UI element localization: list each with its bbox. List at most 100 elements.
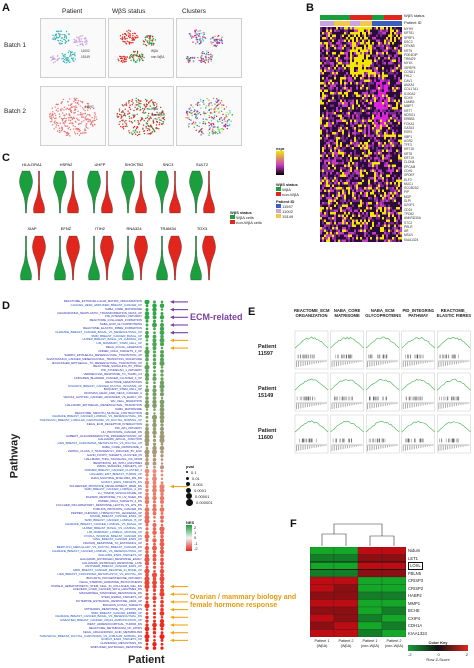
heatmap-cell: [382, 222, 384, 225]
heatmap-cell: [336, 59, 338, 62]
heatmap-cell: [362, 179, 364, 182]
heatmap-cell: [332, 99, 334, 102]
heatmap-cell: [400, 74, 402, 77]
umap-cell-point: [74, 58, 77, 60]
umap-cell-point: [207, 61, 210, 63]
heatmap-cell: [322, 189, 324, 192]
heatmap-cell: [376, 77, 378, 80]
violin-shape: [202, 235, 216, 281]
umap-cell-point: [83, 113, 85, 115]
heatmap-cell: [354, 47, 356, 50]
heatmap-cell: [380, 147, 382, 150]
heatmap-cell: [364, 222, 366, 225]
heatmap-cell: [332, 87, 334, 90]
umap-cell-point: [143, 119, 145, 122]
heatmap-cell: [394, 72, 396, 75]
heatmap-cell: [344, 144, 346, 147]
umap-cell-point: [217, 108, 219, 110]
heatmap-cell: [374, 159, 376, 162]
heatmap-cell: [352, 67, 354, 70]
umap-cell-point: [155, 124, 158, 126]
heatmap-cell: [344, 87, 346, 90]
heatmap-cell: [376, 49, 378, 52]
heatmap-cell: [400, 102, 402, 105]
heatmap-gene-label: DSC3: [404, 39, 413, 44]
heatmap-cell: [380, 82, 382, 85]
heatmap-cell: [382, 49, 384, 52]
heatmap-cell: [384, 154, 386, 157]
heatmap-cell: [344, 102, 346, 105]
umap-cell-point: [52, 111, 54, 113]
heatmap-cell: [356, 144, 358, 147]
heatmap-cell: [356, 189, 358, 192]
heatmap-cell: [348, 64, 350, 67]
heatmap-cell: [356, 32, 358, 35]
heatmap-cell: [344, 37, 346, 40]
umap-cell-point: [64, 39, 67, 42]
heatmap-cell: [398, 102, 400, 105]
heatmap-cell: [342, 179, 344, 182]
heatmap-cell: [322, 192, 324, 195]
heatmap-cell: [348, 29, 350, 32]
umap-cell-point: [219, 120, 221, 123]
heatmap-cell: [384, 79, 386, 82]
umap-cell-point: [138, 122, 140, 125]
heatmap-cell: [392, 72, 394, 75]
heatmap-cell: [376, 29, 378, 32]
umap-cell-point: [79, 113, 81, 116]
umap-cell-point: [76, 97, 78, 100]
heatmap-cell: [322, 29, 324, 32]
heatmap-cell: [370, 102, 372, 105]
heatmap-cell: [336, 237, 338, 240]
heatmap-cell: [376, 114, 378, 117]
heatmap-cell: [382, 97, 384, 100]
heatmap-cell: [394, 69, 396, 72]
heatmap-cell: [372, 144, 374, 147]
heatmap-cell: [368, 159, 370, 162]
heatmap-cell: [400, 112, 402, 115]
heatmap-cell: [338, 187, 340, 190]
heatmap-cell: [398, 159, 400, 162]
heatmap-cell: [364, 177, 366, 180]
heatmap-cell: [370, 142, 372, 145]
heatmap-cell: [380, 209, 382, 212]
umap-cell-point: [122, 60, 124, 62]
heatmap-cell: [364, 147, 366, 150]
umap-cell-point: [65, 37, 68, 40]
heatmap-cell: [334, 109, 336, 112]
heatmap-cell: [344, 204, 346, 207]
heatmap-cell: [344, 29, 346, 32]
heatmap-cell: [356, 239, 358, 242]
heatmap-cell: [340, 97, 342, 100]
heatmap-cell: [346, 87, 348, 90]
heatmap-cell: [364, 197, 366, 200]
heatmap-cell: [322, 112, 324, 115]
umap-cell-point: [55, 30, 58, 33]
heatmap-cell: [344, 167, 346, 170]
umap-cell-point: [80, 116, 83, 118]
heatmap-cell: [324, 34, 326, 37]
heatmap-cell: [370, 127, 372, 130]
umap-cell-point: [186, 113, 188, 115]
umap-cell-point: [139, 133, 141, 136]
umap-cell-point: [208, 109, 211, 111]
heatmap-cell: [364, 134, 366, 137]
heatmap-cell: [346, 167, 348, 170]
heatmap-cell: [362, 94, 364, 97]
umap-cell-point: [73, 112, 75, 114]
heatmap-cell: [396, 62, 398, 65]
violin-legend-title: WβS status: [230, 210, 252, 215]
heatmap-cell: [352, 219, 354, 222]
heatmap-cell: [362, 237, 364, 240]
heatmap-cell: [376, 197, 378, 200]
heatmap-cell: [338, 174, 340, 177]
umap-cell-point: [163, 113, 165, 115]
heatmap-cell: [360, 34, 362, 37]
umap-cell-point: [72, 116, 75, 118]
umap-cell-point: [62, 98, 65, 101]
heatmap-cell: [356, 134, 358, 137]
umap-cell-point: [135, 99, 137, 102]
umap-cell-point: [77, 103, 80, 105]
heatmap-cell: [358, 132, 360, 135]
umap-cell-point: [67, 57, 69, 59]
